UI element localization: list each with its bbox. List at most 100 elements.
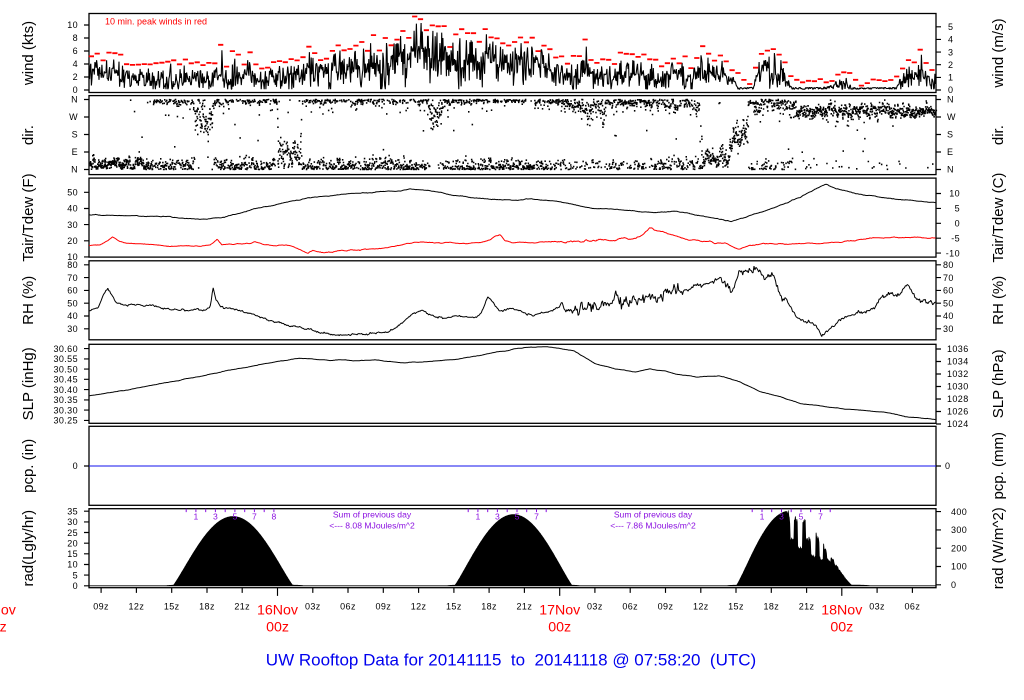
svg-text:4: 4 [73, 59, 78, 69]
svg-text:W: W [69, 112, 78, 122]
svg-text:rad(Lgly/hr): rad(Lgly/hr) [20, 510, 37, 587]
svg-text:70: 70 [943, 273, 954, 283]
svg-text:80: 80 [943, 260, 954, 270]
svg-text:S: S [947, 130, 953, 140]
svg-text:1032: 1032 [947, 369, 969, 379]
svg-text:09z: 09z [93, 602, 109, 612]
svg-text:40: 40 [67, 311, 78, 321]
svg-text:dir.: dir. [990, 125, 1007, 145]
svg-text:<--- 7.86 MJoules/m^2: <--- 7.86 MJoules/m^2 [610, 521, 696, 531]
svg-text:18z: 18z [481, 602, 497, 612]
svg-text:18z: 18z [199, 602, 215, 612]
svg-text:5: 5 [799, 512, 804, 522]
svg-text:<--- 8.08 MJoules/m^2: <--- 8.08 MJoules/m^2 [329, 521, 415, 531]
svg-text:2: 2 [73, 72, 78, 82]
svg-text:W: W [947, 112, 956, 122]
svg-text:SLP (inHg): SLP (inHg) [20, 347, 37, 420]
svg-text:SLP (hPa): SLP (hPa) [990, 349, 1007, 418]
svg-text:N: N [71, 165, 78, 175]
svg-text:70: 70 [67, 273, 78, 283]
svg-text:00z: 00z [548, 620, 571, 636]
svg-text:wind (m/s): wind (m/s) [990, 18, 1007, 88]
svg-text:30: 30 [67, 220, 78, 230]
svg-text:60: 60 [67, 286, 78, 296]
svg-text:S: S [72, 130, 78, 140]
svg-text:40: 40 [943, 311, 954, 321]
svg-text:30.40: 30.40 [53, 385, 78, 395]
svg-text:20: 20 [67, 538, 78, 548]
svg-text:30.45: 30.45 [53, 375, 78, 385]
svg-text:5: 5 [73, 570, 78, 580]
svg-text:3: 3 [495, 512, 500, 522]
svg-text:50: 50 [943, 298, 954, 308]
svg-text:10: 10 [67, 560, 78, 570]
svg-text:50: 50 [67, 298, 78, 308]
svg-text:5: 5 [233, 512, 238, 522]
svg-text:pcp. (mm): pcp. (mm) [990, 432, 1007, 500]
svg-text:18Nov: 18Nov [821, 603, 863, 619]
svg-text:0: 0 [948, 85, 953, 95]
svg-text:3: 3 [779, 512, 784, 522]
svg-text:1: 1 [194, 512, 199, 522]
svg-text:12z: 12z [693, 602, 709, 612]
svg-text:25: 25 [67, 528, 78, 538]
svg-text:7: 7 [534, 512, 539, 522]
svg-text:1034: 1034 [947, 357, 969, 367]
svg-text:15Nov: 15Nov [0, 603, 17, 619]
svg-text:0: 0 [73, 85, 78, 95]
svg-text:15z: 15z [728, 602, 744, 612]
svg-text:18z: 18z [763, 602, 779, 612]
svg-text:30: 30 [67, 517, 78, 527]
svg-text:0: 0 [73, 461, 78, 471]
svg-text:1030: 1030 [947, 382, 969, 392]
svg-text:80: 80 [67, 260, 78, 270]
svg-text:200: 200 [951, 543, 967, 553]
svg-text:1024: 1024 [947, 419, 969, 429]
svg-text:35: 35 [67, 506, 78, 516]
svg-text:100: 100 [951, 562, 967, 572]
svg-text:rad (W/m^2): rad (W/m^2) [990, 507, 1007, 589]
svg-text:30.30: 30.30 [53, 405, 78, 415]
svg-text:03z: 03z [305, 602, 321, 612]
svg-text:30.50: 30.50 [53, 364, 78, 374]
svg-text:5: 5 [948, 22, 953, 32]
svg-text:E: E [947, 147, 953, 157]
svg-text:60: 60 [943, 286, 954, 296]
svg-text:10: 10 [67, 252, 78, 262]
svg-text:5: 5 [955, 204, 960, 214]
svg-text:1: 1 [760, 512, 765, 522]
svg-text:15: 15 [67, 549, 78, 559]
svg-text:16Nov: 16Nov [257, 603, 299, 619]
svg-text:3: 3 [948, 47, 953, 57]
svg-text:15z: 15z [446, 602, 462, 612]
svg-text:0: 0 [955, 219, 960, 229]
svg-text:Sum of previous day: Sum of previous day [333, 510, 412, 520]
svg-text:10: 10 [949, 189, 960, 199]
svg-text:1026: 1026 [947, 407, 969, 417]
svg-text:-5: -5 [951, 233, 960, 243]
svg-text:wind (kts): wind (kts) [20, 21, 37, 86]
svg-text:12z: 12z [411, 602, 427, 612]
svg-text:40: 40 [67, 204, 78, 214]
svg-text:Tair/Tdew (C): Tair/Tdew (C) [990, 173, 1007, 263]
svg-text:30: 30 [67, 324, 78, 334]
svg-text:1: 1 [476, 512, 481, 522]
svg-text:20: 20 [67, 236, 78, 246]
svg-text:6: 6 [73, 46, 78, 56]
svg-text:00z: 00z [0, 620, 7, 636]
svg-text:2: 2 [948, 60, 953, 70]
svg-text:21z: 21z [234, 602, 250, 612]
svg-text:03z: 03z [587, 602, 603, 612]
svg-text:00z: 00z [830, 620, 853, 636]
svg-text:Tair/Tdew (F): Tair/Tdew (F) [20, 173, 37, 261]
svg-text:N: N [71, 95, 78, 105]
svg-text:21z: 21z [799, 602, 815, 612]
svg-text:10 min. peak winds in red: 10 min. peak winds in red [105, 17, 207, 27]
svg-text:UW Rooftop Data for 20141115: UW Rooftop Data for 20141115 to 20141118… [266, 651, 756, 670]
svg-text:1036: 1036 [947, 344, 969, 354]
svg-text:Sum of previous day: Sum of previous day [614, 510, 693, 520]
svg-text:21z: 21z [517, 602, 533, 612]
svg-text:06z: 06z [340, 602, 356, 612]
svg-text:300: 300 [951, 525, 967, 535]
svg-text:7: 7 [252, 512, 257, 522]
